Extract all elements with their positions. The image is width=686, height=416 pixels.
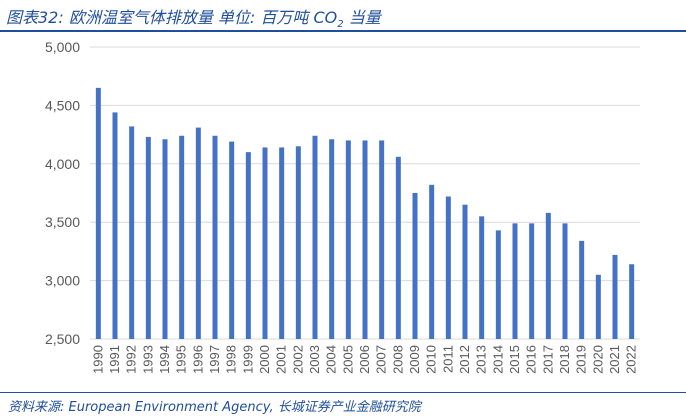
- title-underline: [0, 30, 686, 32]
- x-tick-label: 2021: [607, 345, 622, 374]
- x-tick-label: 1998: [224, 345, 239, 374]
- bar-2001: [279, 147, 285, 339]
- bar-1993: [145, 136, 151, 339]
- x-tick-label: 2007: [374, 345, 389, 374]
- y-tick-label: 2,500: [45, 331, 80, 347]
- x-tick-label: 1992: [124, 345, 139, 374]
- bar-2020: [595, 274, 601, 339]
- chart-title-subscript: 2: [337, 19, 344, 31]
- x-tick-label: 1999: [240, 345, 255, 374]
- bars: [95, 87, 635, 340]
- x-tick-label: 2019: [574, 345, 589, 374]
- x-tick-label: 2004: [324, 345, 339, 374]
- x-tick-label: 2011: [440, 345, 455, 373]
- x-tick-label: 2001: [274, 345, 289, 374]
- x-tick-label: 1990: [90, 345, 105, 374]
- y-tick-label: 4,000: [45, 156, 80, 172]
- bar-2006: [362, 140, 368, 339]
- x-tick-label: 2000: [257, 345, 272, 374]
- x-tick-label: 2020: [590, 345, 605, 374]
- x-tick-label: 1995: [174, 345, 189, 374]
- bar-1992: [129, 126, 135, 339]
- x-axis-ticks: 1990 1991 1992 1993 1994 1995 1996 1997 1998 1999…: [90, 345, 638, 374]
- bar-2012: [462, 204, 468, 339]
- bar-2011: [445, 196, 451, 339]
- bar-1996: [195, 127, 201, 339]
- bar-2014: [495, 230, 501, 339]
- bar-2010: [429, 184, 435, 339]
- bar-1991: [112, 112, 118, 340]
- chart-title-main: 图表32: 欧洲温室气体排放量 单位: 百万吨 CO: [6, 8, 338, 27]
- x-tick-label: 2005: [340, 345, 355, 374]
- bar-2005: [345, 140, 351, 339]
- bar-2022: [629, 264, 635, 339]
- bar-2021: [612, 254, 618, 339]
- y-tick-label: 3,500: [45, 214, 80, 230]
- bar-2002: [295, 146, 301, 339]
- bar-2016: [529, 223, 535, 339]
- bar-2013: [479, 216, 485, 339]
- x-tick-label: 2010: [424, 345, 439, 374]
- x-tick-label: 2018: [557, 345, 572, 374]
- bar-2008: [395, 156, 401, 339]
- y-axis-ticks: 2,500 3,000 3,500 4,000 4,500 5,000: [45, 39, 80, 347]
- x-tick-label: 2002: [290, 345, 305, 374]
- x-tick-label: 2014: [490, 345, 505, 374]
- bar-1995: [179, 135, 185, 339]
- x-tick-label: 1997: [207, 345, 222, 374]
- x-tick-label: 1993: [140, 345, 155, 374]
- bar-1994: [162, 139, 168, 339]
- bar-1997: [212, 135, 218, 339]
- y-tick-label: 4,500: [45, 97, 80, 113]
- x-tick-label: 2003: [307, 345, 322, 374]
- x-tick-label: 2006: [357, 345, 372, 374]
- bar-1990: [95, 87, 101, 339]
- title-bar: 图表32: 欧洲温室气体排放量 单位: 百万吨 CO2 当量: [0, 0, 686, 34]
- x-tick-label: 2016: [524, 345, 539, 374]
- bar-1998: [229, 141, 235, 339]
- bar-2015: [512, 223, 518, 339]
- bar-2004: [329, 139, 335, 339]
- bar-2009: [412, 193, 418, 339]
- x-tick-label: 1994: [157, 345, 172, 374]
- x-tick-label: 2008: [390, 345, 405, 374]
- x-tick-label: 2022: [624, 345, 639, 374]
- x-tick-label: 1991: [107, 345, 122, 374]
- bar-2018: [562, 223, 568, 339]
- x-tick-label: 2009: [407, 345, 422, 374]
- chart-title-tail: 当量: [343, 8, 381, 27]
- x-tick-label: 2017: [540, 345, 555, 374]
- bar-1999: [245, 152, 251, 339]
- x-tick-label: 2013: [474, 345, 489, 374]
- bar-2019: [579, 240, 585, 339]
- y-tick-label: 5,000: [45, 39, 80, 55]
- x-tick-label: 2015: [507, 345, 522, 374]
- bar-2000: [262, 147, 268, 339]
- x-tick-label: 2012: [457, 345, 472, 374]
- bar-2003: [312, 135, 318, 339]
- source-note: 资料来源: European Environment Agency, 长城证券产…: [8, 400, 421, 415]
- chart-area: 2,500 3,000 3,500 4,000 4,500 5,000 1990 1991 1…: [0, 32, 686, 390]
- x-tick-label: 1996: [190, 345, 205, 374]
- footer-rule: [0, 392, 686, 393]
- y-tick-label: 3,000: [45, 273, 80, 289]
- bar-2007: [379, 140, 385, 339]
- bar-2017: [545, 212, 551, 339]
- chart-title: 图表32: 欧洲温室气体排放量 单位: 百万吨 CO2 当量: [6, 4, 381, 30]
